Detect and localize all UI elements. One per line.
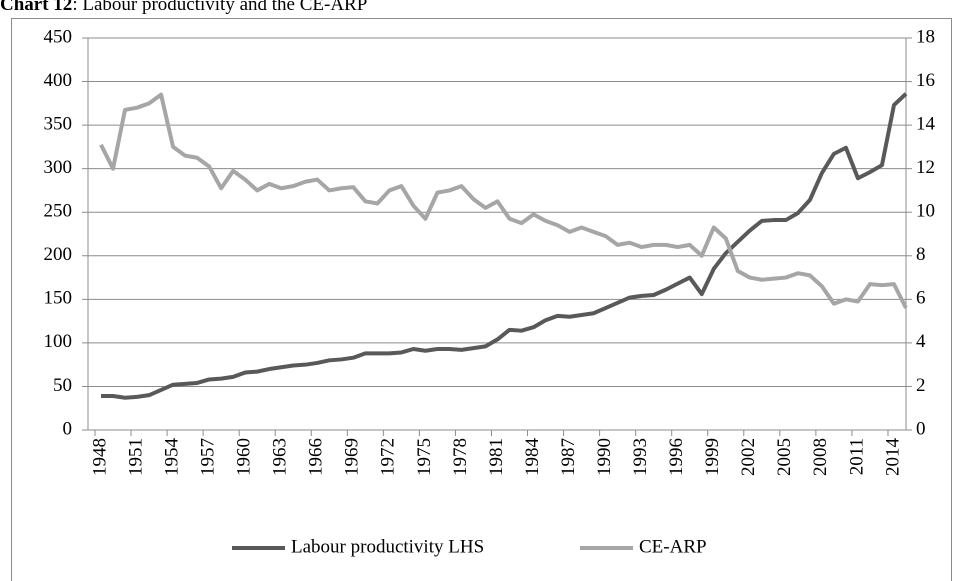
legend-label: CE-ARP bbox=[639, 536, 707, 557]
x-tick-label: 1963 bbox=[270, 438, 291, 476]
y-tick-label: 250 bbox=[44, 201, 73, 222]
x-tick-label: 1981 bbox=[486, 438, 507, 476]
y2-tick-label: 6 bbox=[916, 288, 926, 309]
y2-tick-label: 18 bbox=[916, 26, 935, 47]
x-tick-label: 1996 bbox=[666, 438, 687, 476]
y2-tick-label: 8 bbox=[916, 244, 926, 265]
y-tick-label: 400 bbox=[44, 70, 73, 91]
x-tick-label: 1990 bbox=[594, 438, 615, 476]
y-tick-label: 150 bbox=[44, 288, 73, 309]
legend-label: Labour productivity LHS bbox=[291, 536, 484, 557]
y2-tick-label: 10 bbox=[916, 201, 935, 222]
x-tick-label: 1954 bbox=[161, 438, 182, 477]
y2-tick-label: 4 bbox=[916, 331, 926, 352]
x-tick-label: 1969 bbox=[342, 438, 363, 476]
x-tick-label: 1987 bbox=[558, 438, 579, 476]
y2-tick-label: 14 bbox=[916, 113, 936, 134]
chart-title: Chart 12: Labour productivity and the CE… bbox=[0, 0, 367, 15]
x-tick-label: 1957 bbox=[197, 438, 218, 476]
y-tick-label: 0 bbox=[63, 418, 73, 439]
series-line bbox=[99, 92, 908, 309]
x-tick-label: 1993 bbox=[630, 438, 651, 476]
y-tick-label: 350 bbox=[44, 113, 73, 134]
x-tick-label: 1975 bbox=[414, 438, 435, 476]
title-text: : Labour productivity and the CE-ARP bbox=[72, 0, 367, 15]
y2-tick-label: 0 bbox=[916, 418, 926, 439]
y-tick-label: 300 bbox=[44, 157, 73, 178]
x-tick-label: 1978 bbox=[450, 438, 471, 476]
x-tick-label: 2002 bbox=[738, 438, 759, 476]
x-tick-label: 1984 bbox=[522, 438, 543, 477]
series-line bbox=[101, 92, 908, 400]
x-tick-label: 1999 bbox=[702, 438, 723, 476]
x-tick-label: 1972 bbox=[378, 438, 399, 476]
x-tick-label: 1966 bbox=[306, 438, 327, 476]
x-tick-label: 2008 bbox=[810, 438, 831, 476]
x-tick-label: 1951 bbox=[125, 438, 146, 476]
title-prefix: Chart 12 bbox=[0, 0, 72, 15]
x-tick-label: 2005 bbox=[774, 438, 795, 476]
y2-tick-label: 12 bbox=[916, 157, 935, 178]
x-tick-label: 2011 bbox=[846, 438, 867, 475]
y-tick-label: 100 bbox=[44, 331, 73, 352]
y-tick-label: 50 bbox=[53, 375, 72, 396]
x-tick-label: 2014 bbox=[882, 438, 903, 477]
y-tick-label: 200 bbox=[44, 244, 73, 265]
y-tick-label: 450 bbox=[44, 26, 73, 47]
y2-tick-label: 2 bbox=[916, 375, 926, 396]
x-tick-label: 1948 bbox=[89, 438, 110, 476]
x-tick-label: 1960 bbox=[234, 438, 255, 476]
y2-tick-label: 16 bbox=[916, 70, 935, 91]
